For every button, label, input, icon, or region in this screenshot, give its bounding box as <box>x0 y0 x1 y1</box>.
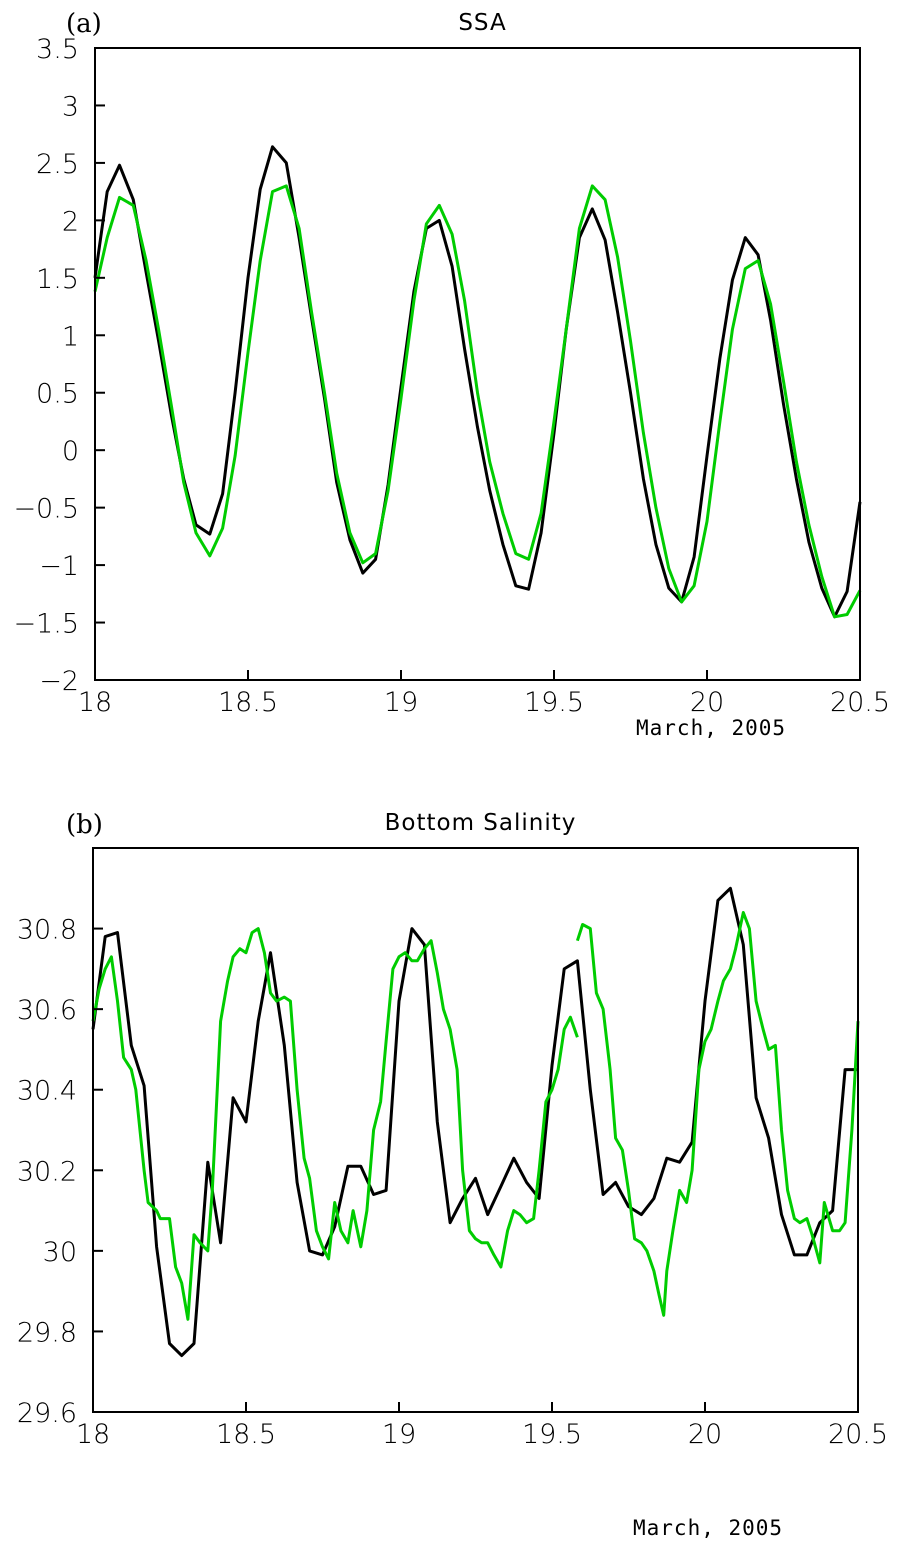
x-tick-label: 19.5 <box>522 1419 582 1450</box>
y-tick-label: −2 <box>39 666 79 697</box>
x-tick-label: 20.5 <box>828 1419 888 1450</box>
x-axis-label: March, 2005 <box>636 716 786 740</box>
y-tick-label: 0.5 <box>36 379 79 410</box>
x-tick-label: 18 <box>76 1419 110 1450</box>
y-tick-label: 30 <box>43 1237 77 1268</box>
x-tick-label: 18.5 <box>218 687 278 718</box>
series-line-green-1 <box>91 927 579 1321</box>
y-tick-label: 30.8 <box>17 915 77 946</box>
series-line-green-1 <box>93 184 862 619</box>
panel-label: (a) <box>66 9 102 39</box>
chart-title: SSA <box>458 10 506 36</box>
x-tick-label: 18 <box>78 687 112 718</box>
y-tick-label: 30.2 <box>17 1156 77 1187</box>
plot-frame <box>94 47 861 681</box>
y-tick-label: 30.6 <box>17 995 77 1026</box>
x-tick-label: 20 <box>688 1419 722 1450</box>
y-tick-label: 3 <box>62 91 79 122</box>
y-tick-label: 1.5 <box>36 264 79 295</box>
series-line-black-0 <box>91 886 858 1358</box>
y-tick-label: 0 <box>62 436 79 467</box>
panel-bottom-salinity: Bottom Salinity (b) March, 2005 18 18.5 19 19.… <box>17 810 888 1540</box>
y-tick-label: −1.5 <box>13 609 79 640</box>
y-tick-label: 1 <box>62 321 79 352</box>
x-tick-label: 19.5 <box>524 687 584 718</box>
y-tick-label: 30.4 <box>17 1076 77 1107</box>
series-line-green-2 <box>575 911 860 1317</box>
y-tick-label: 29.8 <box>17 1317 77 1348</box>
x-tick-label: 20 <box>690 687 724 718</box>
y-tick-label: 3.5 <box>36 34 79 65</box>
y-tick-label: 2.5 <box>36 149 79 180</box>
x-tick-label: 19 <box>384 687 418 718</box>
y-tick-label: −1 <box>39 551 79 582</box>
x-tick-label: 20.5 <box>830 687 890 718</box>
x-tick-label: 19 <box>382 1419 416 1450</box>
x-axis-label: March, 2005 <box>633 1516 783 1540</box>
chart-title: Bottom Salinity <box>385 810 577 836</box>
y-tick-label: 29.6 <box>17 1398 77 1429</box>
y-tick-label: 2 <box>62 206 79 237</box>
series-line-black-0 <box>93 145 862 619</box>
y-tick-label: −0.5 <box>13 494 79 525</box>
panel-label: (b) <box>66 810 103 840</box>
x-tick-label: 18.5 <box>216 1419 276 1450</box>
plot-frame <box>92 847 859 1413</box>
